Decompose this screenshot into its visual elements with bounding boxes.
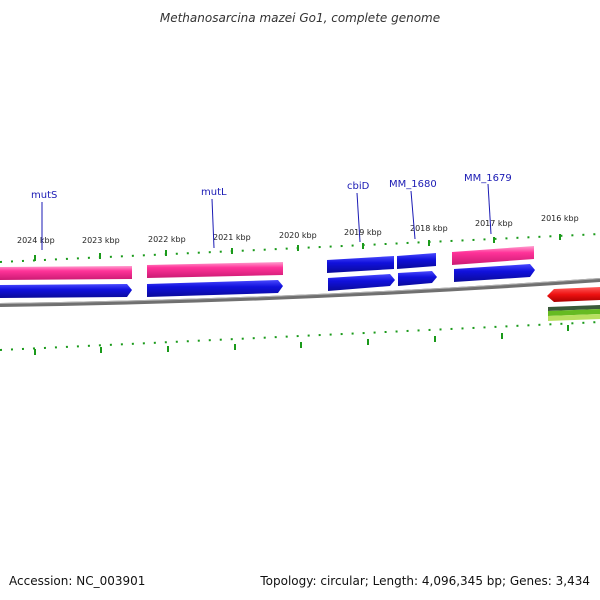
- map-title: Methanosarcina mazei Go1, complete genom…: [160, 11, 440, 25]
- inner-major-ticks: [34, 325, 569, 355]
- leader-line: [410, 190, 416, 240]
- tick-label: 2020 kbp: [279, 231, 317, 240]
- gene-label-mm-1679[interactable]: MM_1679: [464, 173, 512, 184]
- forward-blue-features: [327, 253, 436, 273]
- tick-label: 2024 kbp: [17, 236, 55, 245]
- reverse-strand-features: [0, 264, 535, 298]
- leader-line: [487, 183, 492, 235]
- tick-label: 2016 kbp: [541, 214, 579, 223]
- cds-arrow[interactable]: [0, 284, 132, 298]
- gene-mm-1680[interactable]: [397, 253, 436, 269]
- tick-label: 2018 kbp: [410, 224, 448, 233]
- gene-mutl[interactable]: [147, 262, 283, 278]
- gene-label-cbid[interactable]: cbiD: [347, 181, 370, 192]
- accession-label: Accession: NC_003901: [9, 574, 146, 588]
- tick-label: 2017 kbp: [475, 219, 513, 228]
- gene-cbid[interactable]: [327, 256, 394, 273]
- right-features: [547, 287, 600, 321]
- genome-backbone: [0, 278, 600, 307]
- leader-line: [211, 198, 215, 249]
- gene-label-mm-1680[interactable]: MM_1680: [389, 179, 437, 190]
- cds-arrow[interactable]: [398, 271, 437, 286]
- rna-feature-lime[interactable]: [548, 314, 600, 321]
- red-feature[interactable]: [547, 287, 600, 302]
- gene-mm-1679[interactable]: [452, 246, 534, 265]
- rna-feature-green[interactable]: [548, 309, 600, 316]
- tick-labels: 2024 kbp 2023 kbp 2022 kbp 2021 kbp 2020…: [17, 214, 579, 245]
- outer-major-ticks: [34, 234, 561, 261]
- inner-tick-row: [0, 321, 600, 351]
- forward-strand-features: [0, 246, 534, 280]
- gene-labels: mutS mutL cbiD MM_1680 MM_1679: [31, 173, 512, 250]
- leader-line: [356, 192, 361, 243]
- tick-label: 2022 kbp: [148, 235, 186, 244]
- cds-arrow[interactable]: [454, 264, 535, 282]
- cds-arrow[interactable]: [328, 274, 395, 291]
- gene-muts[interactable]: [0, 266, 132, 280]
- tick-label: 2021 kbp: [213, 233, 251, 242]
- gene-label-muts[interactable]: mutS: [31, 190, 57, 201]
- gene-label-mutl[interactable]: mutL: [201, 187, 227, 198]
- tick-label: 2023 kbp: [82, 236, 120, 245]
- cds-arrow[interactable]: [147, 280, 283, 297]
- tick-label: 2019 kbp: [344, 228, 382, 237]
- genome-summary: Topology: circular; Length: 4,096,345 bp…: [260, 574, 590, 588]
